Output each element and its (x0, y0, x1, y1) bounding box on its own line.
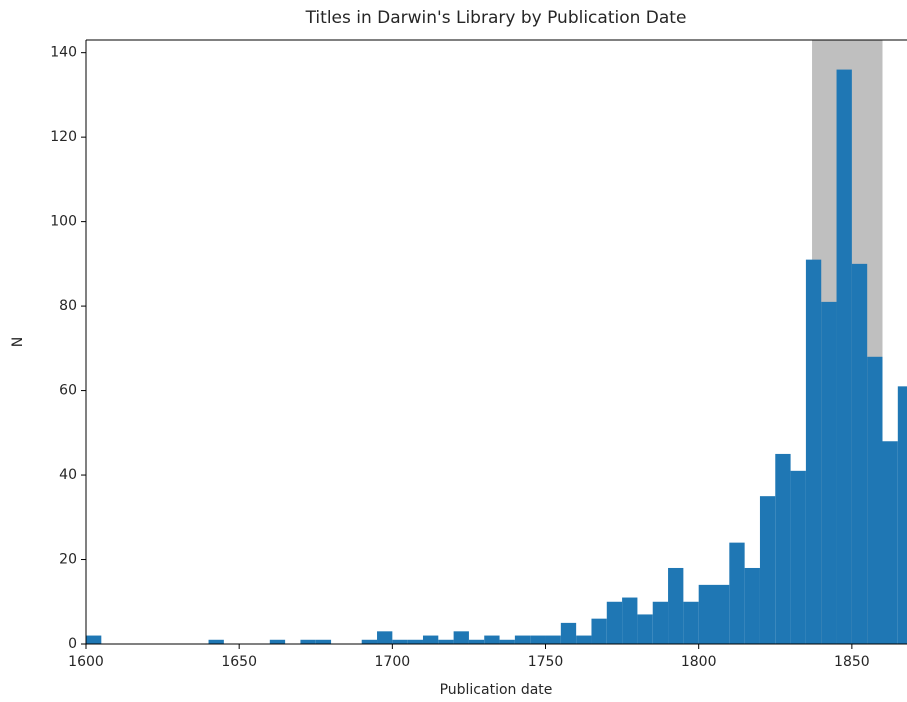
bar (361, 639, 378, 644)
x-tick-label: 1800 (681, 654, 717, 670)
x-axis-label: Publication date (440, 682, 553, 698)
y-tick-label: 60 (59, 383, 77, 399)
bar (821, 301, 837, 644)
bar (422, 635, 439, 644)
bar (683, 601, 699, 644)
bar (300, 639, 316, 644)
bar (530, 635, 546, 644)
bar (714, 584, 730, 644)
plot-area (86, 40, 907, 644)
chart-title: Titles in Darwin's Library by Publicatio… (305, 8, 687, 28)
bar (269, 639, 286, 644)
bar (499, 639, 515, 644)
y-tick-label: 0 (68, 636, 77, 652)
bar (744, 567, 760, 644)
bar (759, 496, 776, 644)
bar (560, 622, 577, 644)
bar (86, 635, 102, 644)
bar (882, 441, 898, 644)
y-tick-label: 40 (59, 467, 77, 483)
y-tick-label: 80 (59, 298, 77, 314)
bar (468, 639, 485, 644)
bar (637, 614, 653, 644)
y-tick-label: 140 (50, 45, 77, 61)
x-tick-label: 1850 (834, 654, 870, 670)
bar (729, 542, 745, 644)
bar (805, 259, 822, 644)
bar (668, 567, 684, 644)
bar (315, 639, 332, 644)
bar (606, 601, 623, 644)
bar (591, 618, 607, 644)
bar (392, 639, 408, 644)
bar (576, 635, 592, 644)
y-axis-label: N (10, 337, 26, 347)
y-tick-label: 120 (50, 129, 77, 145)
bar (851, 263, 868, 644)
bar (867, 356, 883, 644)
bar (897, 386, 907, 644)
bar (652, 601, 669, 644)
x-tick-label: 1650 (221, 654, 257, 670)
bar (622, 597, 638, 644)
bar (484, 635, 500, 644)
bar (775, 453, 791, 644)
bar (698, 584, 715, 644)
bar (407, 639, 423, 644)
x-tick-label: 1750 (528, 654, 564, 670)
bar (453, 631, 469, 644)
y-tick-label: 100 (50, 214, 77, 230)
bar (790, 470, 806, 644)
bar (208, 639, 224, 644)
x-tick-label: 1700 (375, 654, 411, 670)
bar (836, 69, 852, 644)
bar (438, 639, 454, 644)
bar (545, 635, 561, 644)
x-tick-label: 1600 (68, 654, 104, 670)
bar (514, 635, 531, 644)
y-tick-label: 20 (59, 552, 77, 568)
bar (377, 631, 393, 644)
